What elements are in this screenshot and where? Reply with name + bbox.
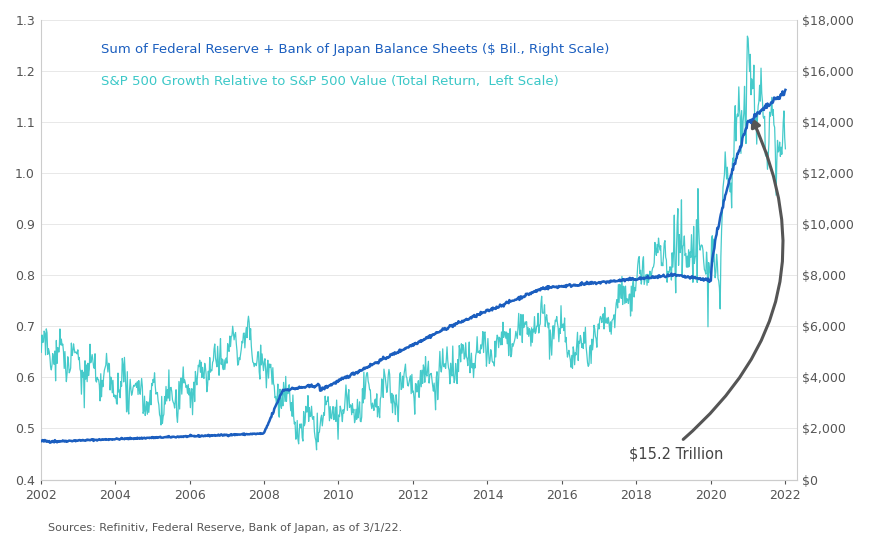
- Text: $15.2 Trillion: $15.2 Trillion: [629, 446, 723, 461]
- Text: Sources: Refinitiv, Federal Reserve, Bank of Japan, as of 3/1/22.: Sources: Refinitiv, Federal Reserve, Ban…: [48, 523, 402, 533]
- Text: Sum of Federal Reserve + Bank of Japan Balance Sheets ($ Bil., Right Scale): Sum of Federal Reserve + Bank of Japan B…: [101, 43, 609, 56]
- Text: S&P 500 Growth Relative to S&P 500 Value (Total Return,  Left Scale): S&P 500 Growth Relative to S&P 500 Value…: [101, 75, 559, 88]
